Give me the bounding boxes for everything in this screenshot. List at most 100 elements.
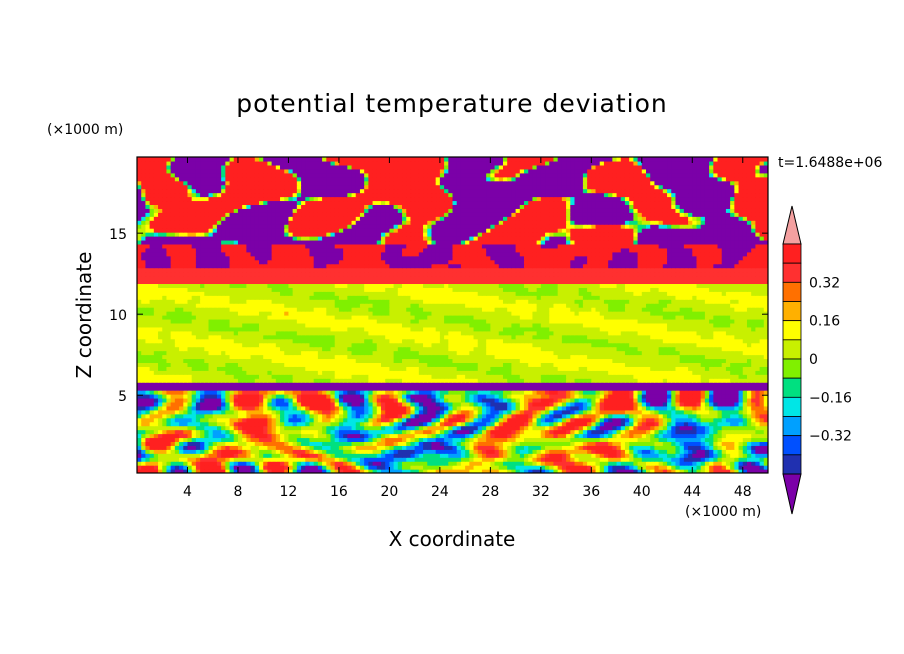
field-cell <box>162 433 168 439</box>
field-cell <box>633 461 639 466</box>
field-cell <box>431 461 437 466</box>
field-cell <box>355 366 361 371</box>
field-cell <box>402 386 407 391</box>
field-cell <box>755 405 761 411</box>
field-cell <box>141 370 147 375</box>
field-cell <box>284 374 290 379</box>
field-cell <box>380 397 386 403</box>
field-cell <box>654 429 660 435</box>
field-cell <box>364 449 369 454</box>
field-cell <box>650 346 656 352</box>
field-cell <box>738 386 744 391</box>
field-cell <box>263 346 269 352</box>
field-cell <box>427 433 433 439</box>
field-cell <box>225 362 231 367</box>
field-cell <box>334 453 340 458</box>
field-cell <box>667 378 672 383</box>
field-cell <box>561 413 567 419</box>
field-cell <box>195 394 201 399</box>
field-cell <box>191 469 197 473</box>
field-cell <box>275 378 281 383</box>
field-cell <box>444 425 449 431</box>
field-cell <box>402 465 407 470</box>
field-cell <box>494 397 500 403</box>
field-cell <box>271 374 277 379</box>
field-cell <box>359 382 365 387</box>
field-cell <box>397 417 403 423</box>
field-cell <box>456 445 462 450</box>
field-cell <box>313 354 319 360</box>
field-cell <box>578 401 584 407</box>
field-cell <box>599 378 605 383</box>
field-cell <box>397 421 403 427</box>
field-cell <box>271 346 277 352</box>
field-cell <box>532 394 538 399</box>
field-cell <box>158 401 163 407</box>
field-cell <box>507 437 512 442</box>
field-cell <box>410 390 416 395</box>
field-cell <box>338 342 344 348</box>
field-cell <box>162 386 168 391</box>
field-cell <box>141 366 147 371</box>
field-cell <box>465 433 470 439</box>
field-cell <box>549 409 555 415</box>
field-cell <box>738 417 744 423</box>
field-cell <box>200 346 205 352</box>
field-cell <box>759 401 765 407</box>
field-cell <box>608 421 613 427</box>
field-cell <box>582 465 588 470</box>
field-cell <box>540 378 546 383</box>
field-cell <box>246 409 252 415</box>
field-cell <box>263 342 269 348</box>
field-cell <box>486 437 491 442</box>
field-cell <box>280 441 285 446</box>
field-cell <box>423 409 428 415</box>
field-cell <box>334 409 340 415</box>
field-cell <box>313 453 319 458</box>
field-cell <box>406 421 412 427</box>
field-cell <box>166 421 172 427</box>
field-cell <box>587 449 592 454</box>
field-cell <box>364 429 369 435</box>
field-cell <box>145 374 151 379</box>
field-cell <box>292 417 298 423</box>
field-cell <box>179 433 184 439</box>
field-cell <box>444 409 449 415</box>
field-cell <box>477 409 483 415</box>
field-cell <box>221 350 226 356</box>
field-cell <box>141 350 147 356</box>
field-cell <box>515 354 521 360</box>
field-cell <box>763 358 768 363</box>
field-cell <box>225 397 231 403</box>
field-cell <box>662 401 668 407</box>
field-cell <box>721 386 727 391</box>
field-cell <box>187 401 193 407</box>
field-cell <box>608 425 613 431</box>
field-cell <box>271 394 277 399</box>
field-cell <box>330 409 336 415</box>
field-cell <box>376 358 382 363</box>
field-cell <box>675 342 681 348</box>
field-cell <box>225 445 231 450</box>
field-cell <box>524 370 529 375</box>
field-cell <box>212 469 218 473</box>
field-cell <box>162 409 168 415</box>
field-cell <box>280 354 285 360</box>
field-cell <box>502 342 508 348</box>
field-cell <box>688 350 693 356</box>
field-cell <box>418 366 424 371</box>
field-cell <box>296 405 302 411</box>
field-cell <box>612 346 618 352</box>
field-cell <box>225 378 231 383</box>
field-cell <box>364 362 369 367</box>
field-cell <box>456 386 462 391</box>
field-cell <box>654 413 660 419</box>
field-cell <box>204 370 210 375</box>
field-cell <box>742 382 748 387</box>
field-cell <box>376 461 382 466</box>
field-cell <box>372 421 378 427</box>
field-cell <box>507 366 512 371</box>
field-cell <box>528 429 534 435</box>
field-cell <box>326 374 332 379</box>
field-cell <box>528 405 534 411</box>
